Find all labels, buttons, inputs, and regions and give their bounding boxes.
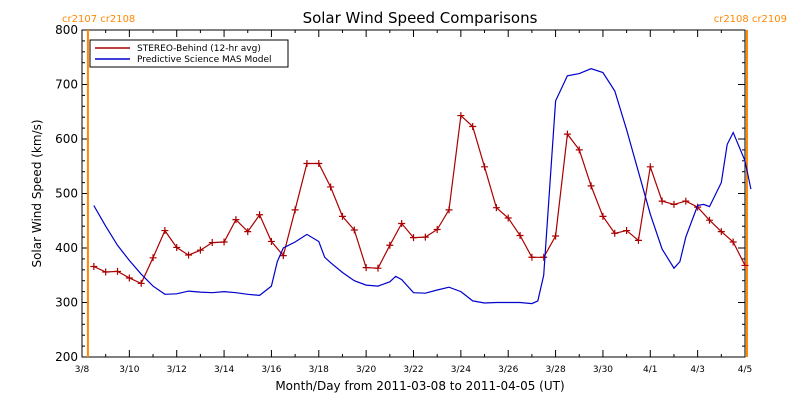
series-line — [93, 68, 752, 305]
y-tick-label: 400 — [55, 241, 78, 255]
data-point — [137, 279, 145, 287]
x-axis-label: Month/Day from 2011-03-08 to 2011-04-05 … — [275, 379, 564, 393]
data-point — [433, 225, 441, 233]
data-point — [232, 216, 240, 224]
data-point — [492, 204, 500, 212]
data-point — [374, 264, 382, 272]
data-point — [114, 267, 122, 275]
x-tick-label: 3/12 — [167, 365, 187, 375]
data-point — [267, 237, 275, 245]
data-point — [173, 243, 181, 251]
data-point — [599, 212, 607, 220]
x-tick-label: 3/28 — [545, 365, 565, 375]
data-point — [161, 227, 169, 235]
data-point — [717, 228, 725, 236]
data-point — [516, 231, 524, 239]
x-tick-label: 3/26 — [498, 365, 518, 375]
y-tick-label: 600 — [55, 132, 78, 146]
data-point — [481, 163, 489, 171]
data-point — [102, 268, 110, 276]
data-point — [398, 219, 406, 227]
data-point — [552, 232, 560, 240]
data-point — [646, 163, 654, 171]
data-point — [705, 216, 713, 224]
data-point — [149, 254, 157, 262]
y-axis-label: Solar Wind Speed (km/s) — [30, 119, 44, 267]
data-point — [741, 261, 749, 269]
data-point — [623, 227, 631, 235]
carrington-marker-label: cr2107 cr2108 — [62, 14, 135, 25]
data-point — [386, 241, 394, 249]
chart-title: Solar Wind Speed Comparisons — [303, 9, 538, 27]
data-point — [658, 197, 666, 205]
data-point — [315, 160, 323, 168]
x-tick-label: 3/18 — [309, 365, 329, 375]
data-point — [682, 197, 690, 205]
data-point — [338, 212, 346, 220]
x-tick-label: 4/1 — [643, 365, 657, 375]
data-point — [185, 251, 193, 259]
data-point — [694, 203, 702, 211]
data-point — [611, 229, 619, 237]
data-point — [540, 253, 548, 261]
data-point — [528, 253, 536, 261]
legend-entry: STEREO-Behind (12-hr avg) — [137, 44, 261, 54]
data-point — [303, 160, 311, 168]
x-tick-label: 4/3 — [690, 365, 704, 375]
series-line — [93, 114, 746, 285]
legend-entry: Predictive Science MAS Model — [137, 55, 272, 65]
x-tick-label: 3/16 — [261, 365, 281, 375]
data-point — [457, 112, 465, 120]
x-tick-label: 3/24 — [451, 365, 471, 375]
data-point — [196, 246, 204, 254]
x-tick-label: 3/14 — [214, 365, 234, 375]
data-point — [327, 183, 335, 191]
data-point — [220, 238, 228, 246]
x-tick-label: 3/22 — [403, 365, 423, 375]
x-tick-label: 4/5 — [738, 365, 752, 375]
data-point — [350, 226, 358, 234]
y-tick-label: 800 — [55, 23, 78, 37]
data-point — [587, 182, 595, 190]
carrington-marker-label: cr2108 cr2109 — [714, 14, 787, 25]
data-point — [421, 233, 429, 241]
data-point — [362, 264, 370, 272]
data-point — [279, 252, 287, 260]
data-point — [469, 122, 477, 130]
x-tick-label: 3/8 — [75, 365, 90, 375]
data-point — [729, 238, 737, 246]
data-point — [256, 211, 264, 219]
data-point — [445, 206, 453, 214]
data-point — [208, 239, 216, 247]
data-point — [670, 200, 678, 208]
x-tick-label: 3/30 — [593, 365, 613, 375]
data-point — [125, 274, 133, 282]
data-point — [291, 206, 299, 214]
x-tick-label: 3/20 — [356, 365, 376, 375]
y-tick-label: 200 — [55, 350, 78, 364]
data-point — [634, 236, 642, 244]
data-point — [504, 214, 512, 222]
y-tick-label: 700 — [55, 78, 78, 92]
y-tick-label: 300 — [55, 296, 78, 310]
x-tick-label: 3/10 — [119, 365, 139, 375]
data-point — [410, 234, 417, 242]
y-tick-label: 500 — [55, 187, 78, 201]
legend-box — [89, 39, 289, 68]
data-point — [575, 146, 583, 154]
data-point — [563, 130, 571, 138]
data-point — [90, 263, 98, 271]
data-point — [244, 228, 252, 236]
